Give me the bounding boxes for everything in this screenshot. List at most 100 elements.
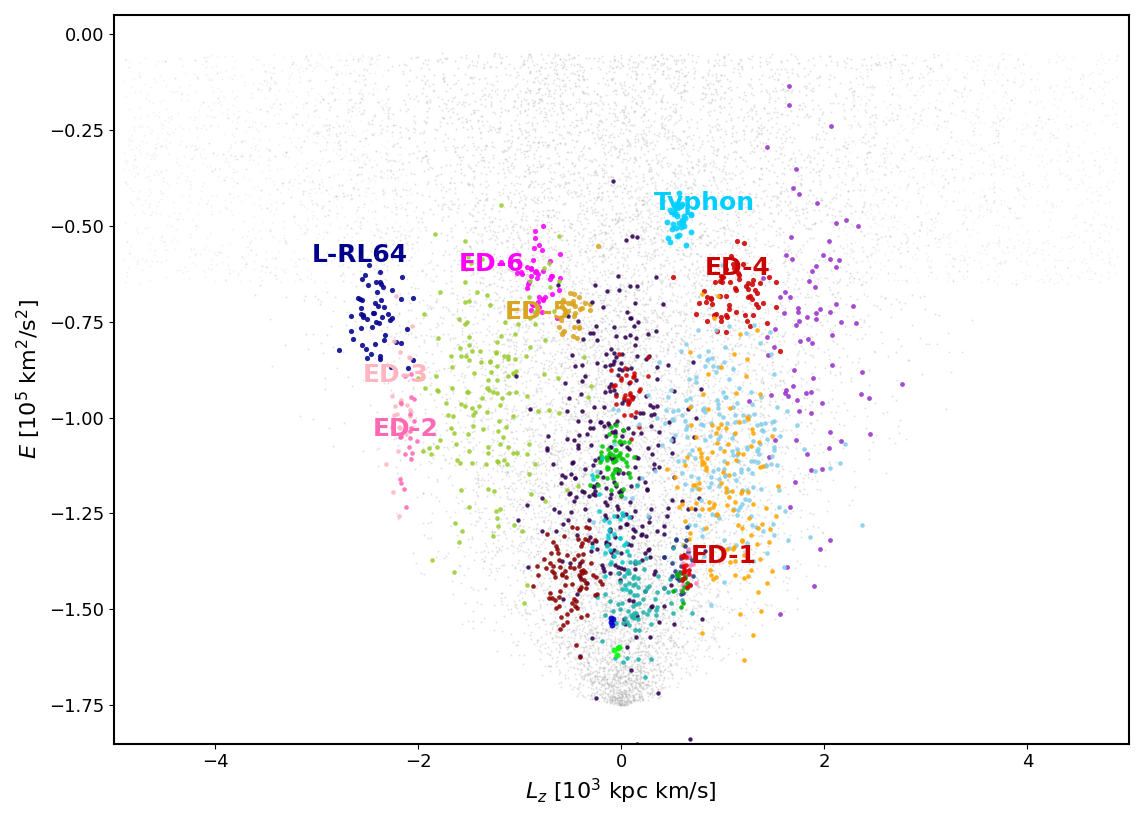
Point: [734, 505, 753, 518]
Point: [658, 471, 676, 484]
Point: [678, 366, 697, 379]
Point: [622, 603, 641, 616]
Point: [673, 583, 691, 596]
Point: [726, 409, 745, 422]
Point: [530, 532, 548, 545]
Point: [1058, 154, 1077, 167]
Point: [543, 270, 562, 283]
Point: [601, 694, 619, 707]
Point: [686, 239, 705, 252]
Point: [158, 243, 176, 256]
Point: [579, 489, 597, 502]
Point: [546, 55, 564, 68]
Point: [852, 332, 871, 345]
Point: [483, 365, 501, 378]
Point: [612, 575, 630, 588]
Point: [715, 150, 733, 163]
Point: [1103, 100, 1121, 113]
Point: [541, 560, 559, 573]
Point: [585, 330, 603, 343]
Point: [764, 517, 782, 530]
Point: [707, 200, 725, 213]
Point: [580, 618, 598, 631]
Point: [677, 530, 696, 543]
Point: [595, 372, 613, 385]
Point: [700, 190, 718, 204]
Point: [621, 312, 639, 325]
Point: [503, 499, 522, 512]
Point: [669, 172, 688, 185]
Point: [629, 607, 648, 620]
Point: [579, 656, 597, 669]
Point: [604, 180, 622, 193]
Point: [480, 355, 499, 368]
Point: [264, 108, 283, 122]
Point: [622, 686, 641, 699]
Point: [618, 236, 636, 249]
Point: [510, 519, 529, 532]
Point: [792, 307, 810, 320]
Point: [726, 525, 745, 538]
Point: [554, 323, 572, 337]
Point: [661, 462, 680, 475]
Point: [580, 535, 598, 548]
Point: [629, 645, 648, 658]
Point: [620, 137, 638, 150]
Point: [630, 382, 649, 395]
Point: [656, 579, 674, 592]
Point: [418, 104, 436, 117]
Point: [502, 497, 521, 510]
Point: [662, 174, 681, 187]
Point: [694, 446, 713, 459]
Point: [733, 384, 752, 397]
Point: [413, 86, 431, 99]
Point: [593, 368, 611, 381]
Point: [613, 602, 631, 615]
Point: [530, 593, 548, 606]
Point: [527, 422, 546, 435]
Point: [784, 505, 802, 518]
Point: [275, 50, 293, 63]
Point: [270, 103, 288, 116]
Point: [606, 189, 625, 202]
Point: [622, 514, 641, 527]
Point: [682, 199, 700, 212]
Point: [656, 236, 674, 249]
Point: [232, 70, 251, 83]
Point: [614, 351, 633, 364]
Point: [575, 557, 594, 570]
Point: [664, 142, 682, 155]
Point: [639, 651, 658, 664]
Point: [550, 587, 569, 600]
Point: [399, 148, 418, 161]
Point: [714, 220, 732, 233]
Point: [667, 215, 685, 228]
Point: [885, 208, 904, 221]
Point: [601, 543, 619, 556]
Point: [577, 327, 595, 340]
Point: [704, 424, 722, 437]
Point: [554, 197, 572, 210]
Point: [404, 365, 422, 378]
Point: [567, 650, 586, 663]
Point: [691, 544, 709, 557]
Point: [673, 466, 691, 479]
Point: [641, 680, 659, 693]
Point: [796, 403, 815, 416]
Point: [861, 51, 880, 64]
Point: [864, 131, 882, 144]
Point: [484, 344, 502, 357]
Point: [355, 173, 373, 186]
Point: [594, 651, 612, 664]
Point: [1080, 218, 1098, 231]
Point: [716, 234, 734, 247]
Point: [404, 277, 422, 290]
Point: [662, 433, 681, 447]
Point: [638, 275, 657, 288]
Point: [599, 429, 618, 442]
Point: [479, 251, 498, 264]
Point: [844, 274, 863, 287]
Point: [714, 270, 732, 283]
Point: [507, 336, 525, 349]
Point: [619, 421, 637, 434]
